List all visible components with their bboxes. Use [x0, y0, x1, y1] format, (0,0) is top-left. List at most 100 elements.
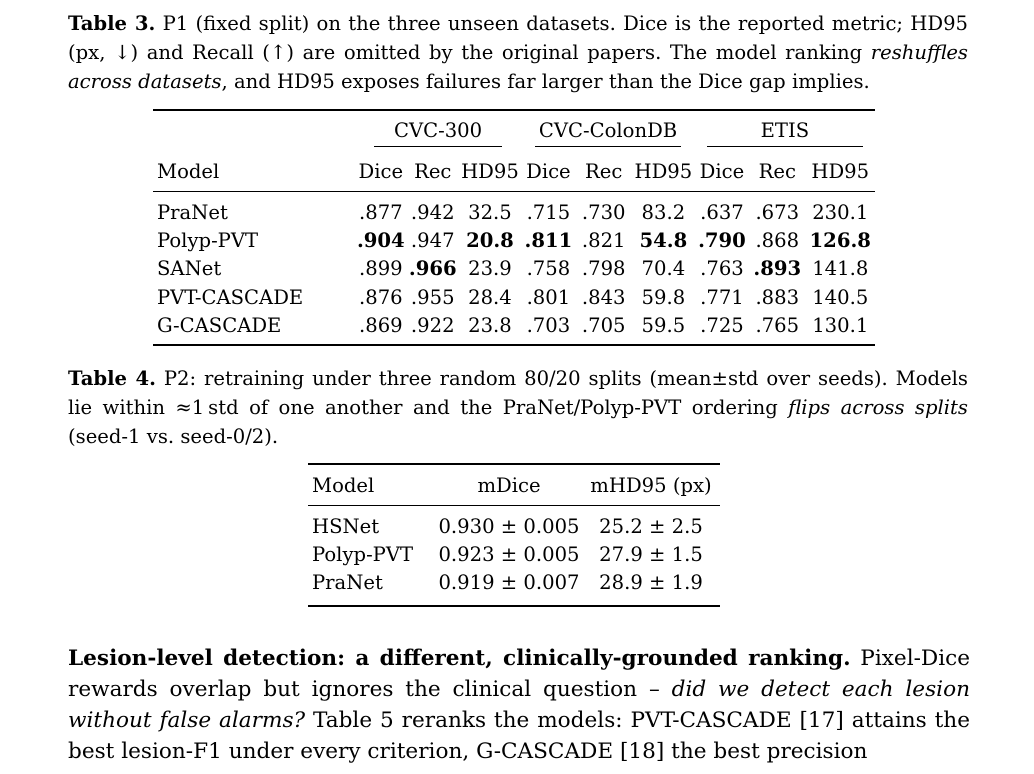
table3-caption-text-end: , and HD95 exposes failures far larger t…	[221, 69, 870, 93]
table4-header-row: Model mDice mHD95 (px)	[308, 464, 720, 506]
table3-cell-best: .811	[524, 229, 573, 253]
table4-caption-text-end: (seed-1 vs. seed-0/2).	[68, 424, 279, 448]
table3-cell: .801	[526, 285, 571, 309]
table3-column-header: Dice	[354, 151, 407, 192]
table4-cell: 27.9 ± 1.5	[599, 543, 703, 567]
table3-cell: 23.8	[468, 314, 512, 338]
table3-cell: .725	[700, 314, 744, 338]
table3-cell: .868	[755, 229, 800, 253]
table3-row: PVT-CASCADE .876 .955 28.4 .801 .843 59.…	[153, 283, 875, 311]
table3-cell: .673	[755, 200, 800, 224]
table3-cell: 230.1	[812, 200, 869, 224]
table3-model-cell: G-CASCADE	[157, 314, 282, 338]
table3-model-cell: SANet	[157, 257, 222, 281]
table4-row: HSNet 0.930 ± 0.005 25.2 ± 2.5	[308, 506, 720, 541]
table4-model-cell: PraNet	[312, 571, 383, 595]
table4-caption: Table 4. P2: retraining under three rand…	[68, 365, 968, 451]
table3-group-header-row: CVC-300 CVC-ColonDB ETIS	[153, 110, 875, 151]
table4-column-header: mHD95 (px)	[582, 464, 720, 506]
table4-cell: 0.930 ± 0.005	[438, 514, 580, 538]
table3-cell: .883	[755, 285, 800, 309]
table3-cell: 28.4	[468, 285, 512, 309]
paragraph-emphasis: did we detect each lesion without false …	[68, 677, 970, 733]
table3-cell: 141.8	[812, 257, 869, 281]
table3-row: G-CASCADE .869 .922 23.8 .703 .705 59.5 …	[153, 312, 875, 345]
table4: Model mDice mHD95 (px) HSNet 0.930 ± 0.0…	[308, 463, 720, 608]
table4-row: PraNet 0.919 ± 0.007 28.9 ± 1.9	[308, 569, 720, 606]
table3-cell-best: 126.8	[809, 229, 871, 253]
table4-cell: 0.923 ± 0.005	[438, 543, 580, 567]
table3-caption-emphasis: reshuffles across datasets	[68, 40, 968, 93]
table3-cell: .922	[410, 314, 455, 338]
table3-cell: .771	[700, 285, 744, 309]
table3-column-header: HD95	[805, 151, 875, 192]
table4-caption-text: P2: retraining under three random 80/20 …	[68, 367, 968, 419]
table3-cell: 59.8	[641, 285, 686, 309]
table3-cell: .763	[700, 257, 744, 281]
table4-model-cell: Polyp-PVT	[312, 543, 414, 567]
table3-cell: .821	[581, 229, 626, 253]
table3-cell: .947	[410, 229, 455, 253]
table3-group-label: CVC-ColonDB	[535, 116, 682, 147]
table3-column-header: Rec	[406, 151, 459, 192]
table3-cell-best: .790	[698, 229, 746, 253]
table3-caption-label: Table 3.	[68, 12, 156, 35]
table3-model-cell: PVT-CASCADE	[157, 285, 304, 309]
table3-column-header: Rec	[575, 151, 632, 192]
table3-row: SANet .899 .966 23.9 .758 .798 70.4 .763…	[153, 255, 875, 283]
table3-cell: .730	[581, 200, 626, 224]
table3-header-row: Model Dice Rec HD95 Dice Rec HD95 Dice R…	[153, 151, 875, 192]
table4-caption-emphasis: flips across splits	[788, 395, 968, 419]
table4-model-cell: HSNet	[312, 514, 380, 538]
table3-cell: .758	[526, 257, 571, 281]
table4-cell: 28.9 ± 1.9	[599, 571, 703, 595]
table4-cell: 25.2 ± 2.5	[599, 514, 703, 538]
table3-column-header: Rec	[749, 151, 806, 192]
table3-column-header: Dice	[521, 151, 576, 192]
table3-cell: .843	[581, 285, 626, 309]
table3-cell: .715	[526, 200, 571, 224]
table3-model-header: Model	[153, 151, 355, 192]
paragraph-text-end: Table 5 reranks the models: PVT-CASCADE …	[68, 708, 970, 764]
table3-model-cell: PraNet	[157, 200, 228, 224]
paragraph-heading: Lesion-level detection: a different, cli…	[68, 646, 851, 671]
table3-cell-best: .966	[408, 257, 457, 281]
table3-row: PraNet .877 .942 32.5 .715 .730 83.2 .63…	[153, 192, 875, 227]
table3-cell: .703	[526, 314, 571, 338]
table3-cell: 130.1	[812, 314, 869, 338]
body-paragraph: Lesion-level detection: a different, cli…	[68, 643, 970, 767]
table3-cell-best: .904	[356, 229, 405, 253]
table3-cell: .876	[359, 285, 403, 309]
table3-cell: 59.5	[641, 314, 686, 338]
table4-column-header: Model	[308, 464, 436, 506]
table3-column-header: Dice	[694, 151, 750, 192]
table3-cell: 32.5	[468, 200, 512, 224]
table3-cell: .877	[359, 200, 403, 224]
table4-row: Polyp-PVT 0.923 ± 0.005 27.9 ± 1.5	[308, 540, 720, 568]
table3-column-header: HD95	[631, 151, 695, 192]
table3-cell-best: 54.8	[639, 229, 688, 253]
table3-cell: .899	[359, 257, 403, 281]
table3-cell: .942	[410, 200, 455, 224]
paragraph-text: Pixel-Dice rewards overlap but ignores t…	[68, 646, 970, 702]
table3-cell: .705	[581, 314, 626, 338]
table3-cell: 83.2	[641, 200, 686, 224]
table3-cell: .955	[410, 285, 455, 309]
table4-cell: 0.919 ± 0.007	[438, 571, 580, 595]
table3-cell: .637	[700, 200, 744, 224]
table4-caption-label: Table 4.	[68, 367, 156, 390]
table3-cell: 70.4	[641, 257, 686, 281]
table3-row: Polyp-PVT .904 .947 20.8 .811 .821 54.8 …	[153, 226, 875, 254]
table3-model-cell: Polyp-PVT	[157, 229, 259, 253]
table3-cell: 140.5	[812, 285, 869, 309]
table3-group-label: ETIS	[706, 116, 863, 147]
table3-cell: .798	[581, 257, 626, 281]
table3-caption-text: P1 (fixed split) on the three unseen dat…	[68, 12, 968, 64]
table3-group-label: CVC-300	[374, 116, 503, 147]
table4-column-header: mDice	[436, 464, 582, 506]
table3-cell: .765	[755, 314, 800, 338]
table3-column-header: HD95	[458, 151, 522, 192]
table3-cell-best: 20.8	[466, 229, 514, 253]
table3-cell-best: .893	[753, 257, 802, 281]
